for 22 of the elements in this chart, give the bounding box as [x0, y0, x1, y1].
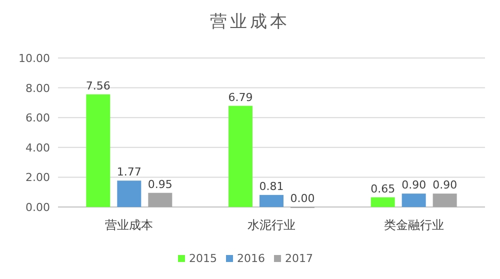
legend-label: 2017 [285, 252, 313, 265]
data-label: 0.81 [259, 180, 284, 193]
data-label: 1.77 [116, 166, 142, 179]
data-label: 0.65 [370, 182, 396, 196]
xtick: 类金融行业 [384, 218, 444, 232]
data-label: 7.56 [86, 79, 110, 92]
ytick: 4.00 [26, 141, 50, 154]
data-label: 0.00 [290, 192, 315, 205]
ytick: 0.00 [26, 201, 50, 214]
legend-label: 2016 [237, 252, 265, 265]
xtick: 营业成本 [105, 218, 154, 232]
ytick: 2.00 [26, 171, 50, 184]
data-label: 0.90 [432, 178, 458, 192]
ytick: 10.00 [18, 52, 50, 65]
data-label: 0.95 [148, 178, 172, 191]
title: 营业成本 [210, 12, 290, 32]
data-label: 6.79 [228, 90, 253, 104]
data-label: 0.90 [402, 178, 426, 192]
legend-label: 2015 [189, 252, 217, 265]
xtick: 水泥行业 [248, 218, 296, 232]
ytick: 8.00 [26, 82, 50, 95]
ytick: 6.00 [26, 112, 50, 125]
